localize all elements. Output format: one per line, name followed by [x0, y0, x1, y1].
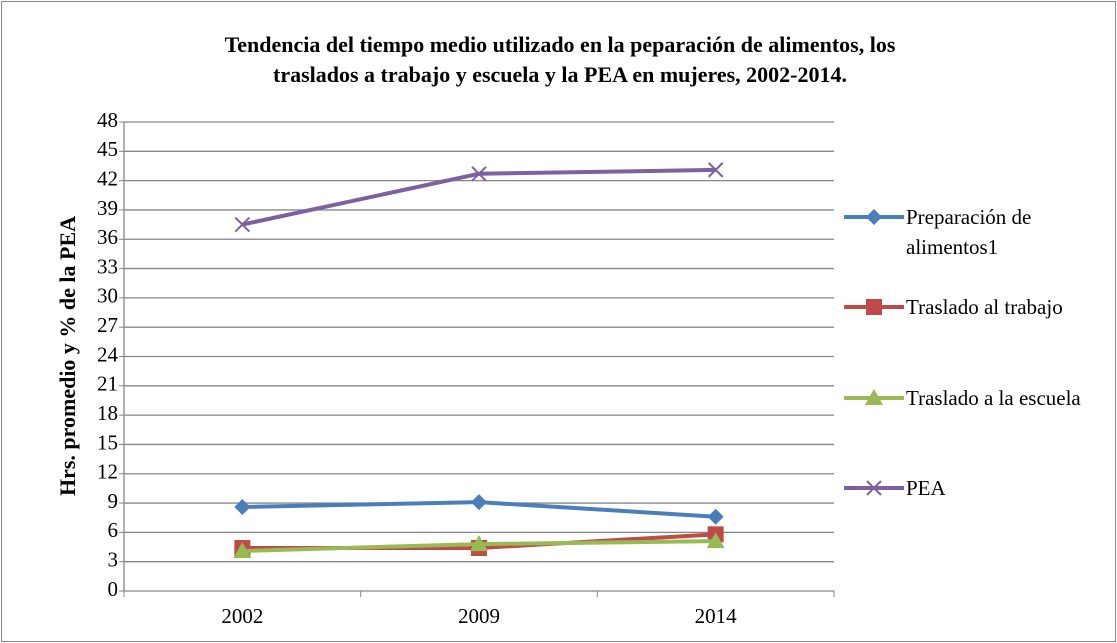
marker [233, 541, 252, 558]
y-tick-label: 36 [97, 225, 118, 249]
y-tick-label: 39 [97, 196, 118, 220]
legend-entry: PEA [842, 473, 1111, 503]
marker [471, 166, 487, 182]
marker [866, 480, 882, 496]
marker [866, 299, 882, 315]
y-tick-label: 18 [97, 401, 118, 425]
y-tick-label: 33 [97, 254, 118, 278]
y-tick-label: 6 [108, 518, 119, 542]
legend-icon [844, 299, 904, 315]
y-axis-label: Hrs. promedio y % de la PEA [55, 216, 80, 496]
y-tick-label: 27 [97, 313, 118, 337]
y-tick-label: 3 [108, 548, 119, 572]
y-tick-label: 45 [97, 137, 118, 161]
legend-label: Traslado a la escuela [906, 386, 1081, 410]
marker [706, 532, 725, 549]
y-tick-label: 24 [97, 342, 119, 366]
y-tick-label: 30 [97, 284, 118, 308]
legend-label: Traslado al trabajo [906, 295, 1063, 319]
y-tick-label: 12 [97, 460, 118, 484]
marker [865, 389, 883, 405]
legend-entry: Preparación de alimentos1 [842, 202, 1111, 262]
marker [471, 494, 487, 511]
marker [866, 209, 882, 225]
x-tick-label: 2014 [695, 604, 738, 628]
legend-icon [844, 480, 904, 496]
y-tick-label: 48 [97, 108, 118, 132]
y-tick-label: 42 [97, 166, 118, 190]
legend-entry: Traslado al trabajo [842, 292, 1111, 322]
chart-title: Tendencia del tiempo medio utilizado en … [225, 32, 896, 57]
marker [470, 535, 488, 552]
marker [234, 498, 251, 515]
marker [234, 216, 251, 233]
y-tick-label: 15 [97, 430, 118, 454]
legend-label: PEA [906, 476, 946, 500]
chart-title: traslados a trabajo y escuela y la PEA e… [273, 62, 847, 87]
legend-icon [844, 209, 904, 225]
y-tick-label: 21 [97, 372, 118, 396]
legend-label: Preparación de alimentos1 [906, 205, 1032, 259]
legend-entry: Traslado a la escuela [842, 383, 1111, 413]
marker [707, 508, 724, 525]
legend-icon [844, 389, 904, 405]
marker [707, 162, 724, 178]
x-tick-label: 2009 [458, 604, 500, 628]
y-tick-label: 9 [108, 489, 119, 513]
x-tick-label: 2002 [221, 604, 263, 628]
y-tick-label: 0 [108, 577, 119, 601]
